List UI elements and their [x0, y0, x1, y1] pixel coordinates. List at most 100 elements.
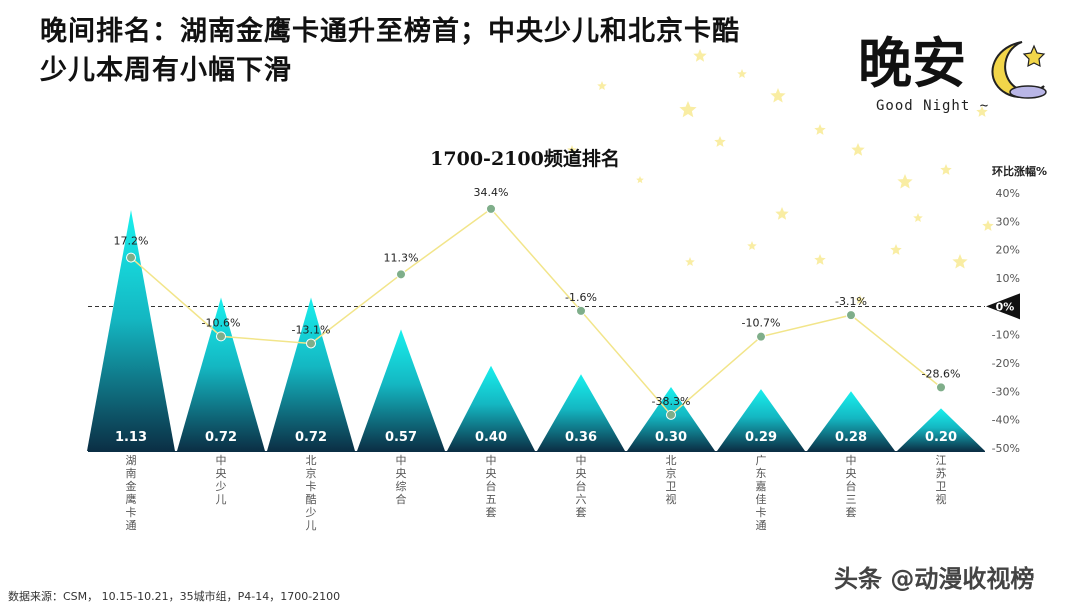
- logo-subtitle: Good Night ~: [876, 98, 990, 114]
- star-decoration-21: [976, 106, 988, 117]
- star-decoration-0: [693, 49, 707, 62]
- right-axis-tick: -30%: [992, 385, 1020, 398]
- bar-8: [807, 391, 895, 451]
- bar-value-label: 0.20: [925, 430, 957, 445]
- star-decoration-18: [855, 295, 865, 304]
- category-label: 江苏卫视: [936, 454, 947, 506]
- growth-point: [216, 331, 226, 342]
- zero-marker-label: 0%: [996, 300, 1015, 313]
- category-label: 湖南金鹰卡通: [126, 454, 137, 532]
- star-decoration-4: [597, 81, 607, 90]
- growth-value-label: -28.6%: [922, 367, 961, 380]
- star-decoration-7: [851, 143, 865, 156]
- growth-point: [666, 409, 676, 420]
- category-label: 中央台五套: [486, 454, 497, 519]
- bar-value-label: 0.30: [655, 430, 687, 445]
- star-decoration-10: [890, 244, 902, 255]
- category-label: 中央综合: [396, 454, 407, 506]
- bar-1: [177, 297, 265, 451]
- right-axis: 环比涨幅% 40% 30% 20% 10% -10% -20% -30% -40% -50% 0%: [986, 164, 1047, 455]
- growth-value-label: -3.1%: [835, 295, 867, 308]
- star-decoration-14: [775, 207, 789, 220]
- growth-point: [846, 310, 856, 321]
- category-label: 北京卫视: [666, 454, 677, 506]
- star-decoration-13: [982, 220, 994, 231]
- star-decoration-15: [747, 241, 757, 250]
- logo-text: 晚安: [858, 31, 966, 95]
- right-axis-tick: 40%: [996, 187, 1020, 200]
- star-decoration-19: [567, 145, 577, 154]
- bar-9: [897, 408, 985, 451]
- growth-value-label: 11.3%: [384, 251, 419, 264]
- growth-point: [576, 305, 586, 316]
- bar-5: [537, 374, 625, 451]
- watermark: 头条 @动漫收视榜: [834, 565, 1035, 593]
- star-decoration-5: [770, 88, 786, 103]
- category-label: 中央台六套: [576, 454, 587, 519]
- star-decoration-1: [737, 69, 747, 78]
- good-night-logo: 晚安 Good Night ~: [858, 32, 1058, 132]
- bar-7: [717, 389, 805, 451]
- growth-line-group: 17.2% -10.6% -13.1% 11.3% 34.4% -1.6% -38.3% -1…: [114, 186, 961, 420]
- bar-0: [87, 210, 175, 451]
- bar-value-label: 1.13: [115, 430, 147, 445]
- growth-value-label: -1.6%: [565, 291, 597, 304]
- growth-line: [130, 207, 942, 416]
- headline: 晚间排名：湖南金鹰卡通升至榜首；中央少儿和北京卡酷 少儿本周有小幅下滑: [40, 12, 840, 90]
- growth-point: [126, 252, 136, 263]
- category-label: 中央台三套: [846, 454, 857, 519]
- bar-value-label: 0.40: [475, 430, 507, 445]
- star-decoration-3: [714, 136, 726, 147]
- growth-value-label: -10.7%: [742, 317, 781, 330]
- star-decoration-20: [636, 176, 644, 184]
- star-decoration-2: [679, 101, 697, 118]
- right-axis-tick: -20%: [992, 357, 1020, 370]
- category-label: 北京卡酷少儿: [306, 454, 317, 532]
- growth-value-label: 34.4%: [474, 186, 509, 199]
- right-axis-tick: 30%: [996, 215, 1020, 228]
- growth-value-label: 17.2%: [114, 235, 149, 248]
- star-decoration-6: [814, 124, 826, 135]
- growth-value-label: -13.1%: [292, 323, 331, 336]
- growth-value-label: -38.3%: [652, 395, 691, 408]
- right-axis-tick: 20%: [996, 244, 1020, 257]
- category-label: 广东嘉佳卡通: [756, 454, 767, 532]
- bar-value-label: 0.72: [205, 430, 237, 445]
- growth-point: [486, 203, 496, 214]
- bars-group: 1.13 0.72 0.72 0.57 0.40 0.36 0.30 0.29 0.28 0.20: [87, 210, 985, 452]
- star-decoration-8: [897, 174, 913, 189]
- bar-4: [447, 365, 535, 451]
- growth-point: [396, 269, 406, 280]
- growth-value-label: -10.6%: [202, 316, 241, 329]
- zero-marker-arrow: [986, 293, 1020, 320]
- background-stars: [567, 49, 994, 304]
- growth-point: [936, 382, 946, 393]
- bar-value-label: 0.57: [385, 430, 417, 445]
- bar-2: [267, 297, 355, 451]
- right-axis-tick: -50%: [992, 442, 1020, 455]
- bar-value-label: 0.28: [835, 430, 867, 445]
- bar-value-label: 0.29: [745, 430, 777, 445]
- headline-line-1: 晚间排名：湖南金鹰卡通升至榜首；中央少儿和北京卡酷: [40, 16, 740, 47]
- growth-point: [306, 338, 316, 349]
- growth-point: [756, 331, 766, 342]
- category-label: 中央少儿: [216, 454, 227, 506]
- bar-value-label: 0.36: [565, 430, 597, 445]
- bar-3: [357, 329, 445, 451]
- headline-line-2: 少儿本周有小幅下滑: [40, 55, 292, 86]
- data-source-note: 数据来源：CSM， 10.15-10.21，35城市组，P4-14，1700-2…: [8, 590, 341, 603]
- bar-value-label: 0.72: [295, 430, 327, 445]
- star-decoration-9: [940, 164, 952, 175]
- star-decoration-12: [952, 254, 968, 269]
- moon-star-icon: [991, 41, 1047, 99]
- right-axis-tick: 10%: [996, 272, 1020, 285]
- star-decoration-17: [685, 257, 695, 266]
- star-decoration-11: [913, 213, 923, 222]
- right-axis-tick: -40%: [992, 414, 1020, 427]
- chart-title: 1700-2100频道排名: [430, 147, 620, 170]
- right-axis-tick: -10%: [992, 329, 1020, 342]
- star-decoration-16: [814, 254, 826, 265]
- right-axis-title: 环比涨幅%: [992, 164, 1047, 178]
- category-labels: 湖南金鹰卡通 中央少儿 北京卡酷少儿 中央综合 中央台五套 中央台六套 北京卫视 广东嘉佳卡通…: [126, 454, 947, 532]
